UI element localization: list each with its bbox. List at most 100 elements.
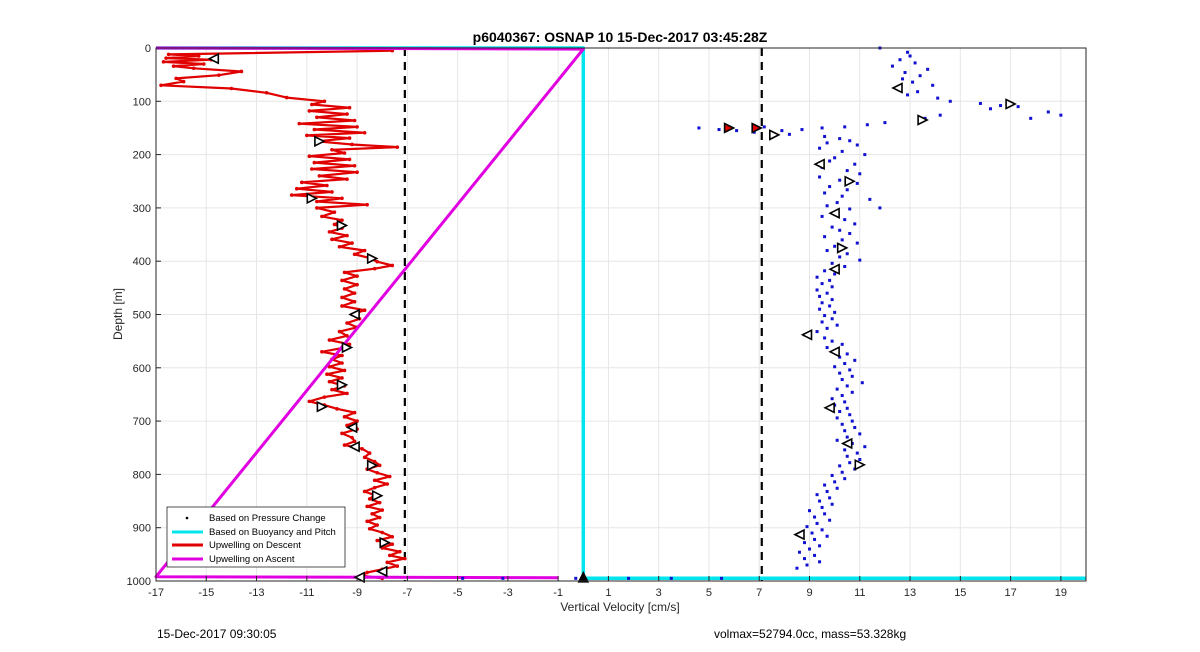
descent-point — [367, 497, 372, 501]
pressure-point — [820, 505, 824, 509]
pressure-point — [843, 218, 847, 222]
pressure-point — [848, 413, 852, 417]
descent-point — [362, 130, 367, 135]
pressure-point — [717, 128, 721, 132]
pressure-point — [762, 125, 766, 129]
x-tick-label: 7 — [756, 587, 762, 599]
pressure-point — [574, 576, 578, 580]
descent-point — [345, 233, 349, 238]
descent-point — [335, 407, 339, 411]
descent-point — [370, 512, 374, 516]
descent-point — [385, 560, 390, 565]
y-tick-label: 700 — [133, 416, 151, 428]
direction-marker — [341, 341, 354, 354]
x-tick-label: 9 — [806, 587, 812, 599]
pressure-point — [813, 553, 817, 557]
descent-point — [365, 519, 369, 524]
descent-point — [289, 193, 294, 197]
pressure-point — [823, 483, 827, 487]
pressure-point — [830, 261, 834, 265]
pressure-point — [501, 576, 505, 580]
pressure-point — [815, 493, 819, 497]
pressure-point — [830, 473, 834, 477]
descent-point — [352, 410, 357, 415]
x-tick-label: -11 — [299, 587, 314, 599]
descent-point — [307, 154, 312, 158]
pressure-point — [845, 169, 849, 173]
descent-point — [372, 478, 377, 483]
x-tick-label: -9 — [352, 587, 362, 599]
descent-point — [377, 500, 382, 505]
descent-point — [307, 399, 312, 404]
direction-marker — [345, 421, 358, 434]
pressure-point — [828, 159, 832, 163]
pressure-point — [825, 204, 829, 208]
pressure-point — [868, 197, 872, 201]
pressure-point — [838, 228, 842, 232]
pressure-point — [697, 126, 701, 130]
descent-point — [352, 252, 357, 257]
pressure-point — [823, 336, 827, 340]
descent-point — [342, 415, 347, 419]
direction-marker — [306, 192, 319, 205]
descent-point — [264, 90, 269, 95]
descent-point — [350, 142, 354, 147]
descent-point — [377, 515, 382, 520]
descent-point — [322, 395, 327, 399]
pressure-point — [835, 416, 839, 420]
pressure-point — [926, 67, 930, 71]
pressure-point — [802, 541, 806, 545]
pressure-point — [850, 419, 854, 423]
direction-marker — [316, 400, 329, 413]
pressure-point — [787, 132, 791, 136]
pressure-point — [845, 384, 849, 388]
pressure-point — [999, 104, 1003, 108]
pressure-point — [1016, 105, 1020, 109]
pressure-point — [805, 525, 809, 529]
direction-marker — [348, 308, 360, 321]
y-tick-label: 100 — [133, 96, 151, 108]
pressure-point — [627, 576, 631, 580]
pressure-point — [830, 285, 834, 289]
x-tick-label: 5 — [706, 587, 712, 599]
y-ticks: 0 100 200 300 400 500 600 700 800 900 1000 — [127, 43, 161, 588]
pressure-point — [845, 435, 849, 439]
descent-point — [191, 66, 196, 71]
pressure-point — [823, 512, 827, 516]
descent-point — [390, 263, 395, 268]
pressure-point — [838, 410, 842, 414]
pressure-point — [838, 371, 842, 375]
descent-point — [345, 334, 349, 338]
descent-point — [367, 451, 372, 455]
descent-point — [327, 338, 332, 342]
pressure-point — [840, 238, 844, 242]
pressure-point — [840, 422, 844, 426]
x-tick-label: 19 — [1055, 587, 1067, 599]
pressure-point — [813, 537, 817, 541]
descent-point — [387, 553, 392, 558]
pressure-point — [833, 365, 837, 369]
descent-point — [315, 115, 319, 120]
descent-point — [340, 278, 344, 283]
descent-point — [347, 157, 352, 162]
direction-marker — [314, 135, 326, 148]
pressure-point — [835, 438, 839, 442]
descent-point — [380, 530, 385, 535]
pressure-point — [820, 320, 824, 324]
pressure-point — [840, 378, 844, 382]
pressure-point — [850, 390, 854, 394]
x-tick-label: -7 — [402, 587, 412, 599]
descent-point — [390, 542, 395, 547]
legend-label-descent: Upwelling on Descent — [209, 540, 301, 551]
pressure-point — [858, 258, 862, 262]
pressure-point — [830, 317, 834, 321]
pressure-point — [860, 381, 864, 385]
descent-point — [340, 218, 344, 222]
legend-label-buoyancy: Based on Buoyancy and Pitch — [209, 527, 336, 538]
pressure-point — [848, 207, 852, 211]
descent-point — [367, 526, 372, 531]
pressure-point — [815, 288, 819, 292]
legend-label-pressure: Based on Pressure Change — [209, 513, 326, 524]
pressure-point — [843, 362, 847, 366]
pressure-point — [810, 531, 814, 535]
